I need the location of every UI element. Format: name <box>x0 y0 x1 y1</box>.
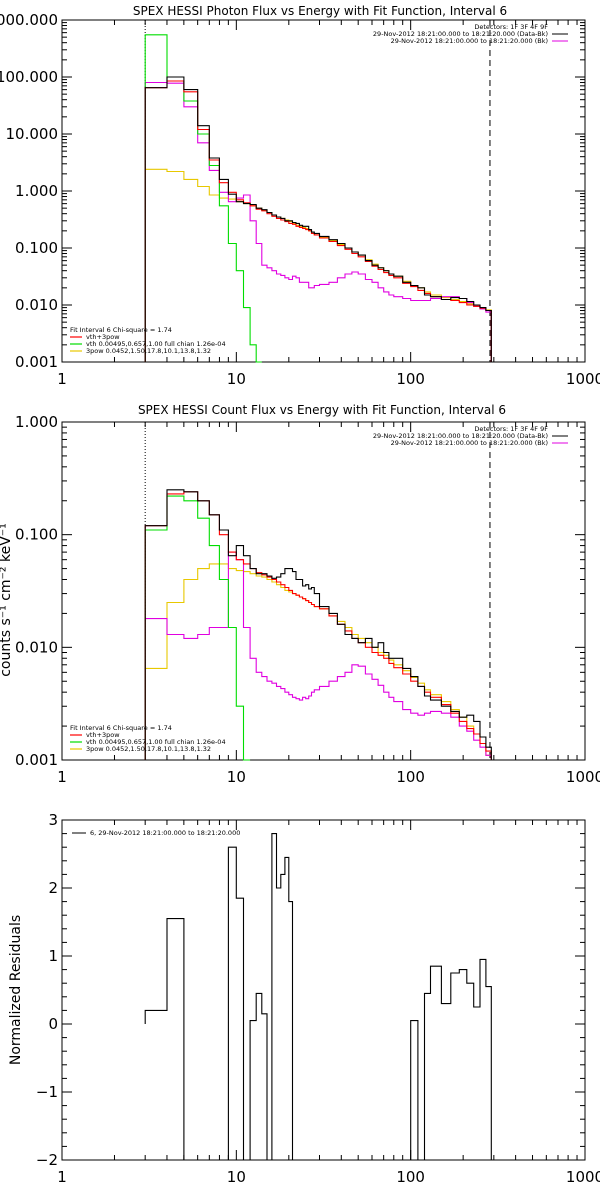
yellow-series-line <box>144 168 492 362</box>
plot-frame <box>61 819 586 1161</box>
plot-frame <box>61 19 586 363</box>
x-tick-label: 10 <box>227 768 246 786</box>
x-tick-label: 1000 <box>566 768 600 786</box>
legend-right-text: Detectors: 1F 3F 4F 9F <box>474 23 548 31</box>
count-flux-title: SPEX HESSI Count Flux vs Energy with Fit… <box>138 403 506 417</box>
red-series-line <box>144 491 492 760</box>
y-tick-label: 1.000 <box>15 182 58 200</box>
fit-legend-item: 3pow 0.0452,1.50,17.8,10.1,13.8,1.32 <box>86 347 211 355</box>
fit-legend-item: vth 0.00495,0.657,1.00 full chian 1.26e-… <box>86 340 226 348</box>
green-series-line <box>144 495 251 761</box>
legend-right-text: 29-Nov-2012 18:21:00.000 to 18:21:20.000… <box>373 30 548 38</box>
fit-legend-header: Fit Interval 6 Chi-square = 1.74 <box>70 326 172 334</box>
x-tick-label: 1000 <box>566 370 600 388</box>
photon-flux-plot-area: 1 10 100 1000 1000.000 100.000 10.000 1.000 0.10… <box>0 11 600 388</box>
x-tick-label: 1000 <box>566 1168 600 1186</box>
residuals-panel: Normalized Residuals 1 10 100 10003210−1−26… <box>8 811 600 1186</box>
x-tick-label: 1 <box>57 768 67 786</box>
y-tick-label: 0.010 <box>15 638 58 656</box>
black-series-line <box>144 76 492 362</box>
green-series-line <box>144 34 262 363</box>
magenta-series-line <box>144 551 492 760</box>
y-tick-label: 1000.000 <box>0 11 58 29</box>
y-tick-label: −2 <box>36 1151 58 1169</box>
y-tick-label: 0.100 <box>15 239 58 257</box>
legend-right-text: 29-Nov-2012 18:21:00.000 to 18:21:20.000… <box>373 432 548 440</box>
legend-right-text: 29-Nov-2012 18:21:00.000 to 18:21:20.000… <box>391 37 548 45</box>
black-series-line <box>144 833 492 1161</box>
y-tick-label: 0.001 <box>15 353 58 371</box>
residual-legend-text: 6, 29-Nov-2012 18:21:00.000 to 18:21:20.… <box>90 829 240 837</box>
y-tick-label: 1 <box>48 947 58 965</box>
legend-right-text: 29-Nov-2012 18:21:00.000 to 18:21:20.000… <box>391 439 548 447</box>
y-tick-label: 2 <box>48 879 58 897</box>
fit-legend-item: 3pow 0.0452,1.50,17.8,10.1,13.8,1.32 <box>86 745 211 753</box>
magenta-series-line <box>144 81 492 362</box>
count-flux-ylabel: counts s⁻¹ cm⁻² keV⁻¹ <box>0 523 14 677</box>
fit-legend-item: vth 0.00495,0.657,1.00 full chian 1.26e-… <box>86 738 226 746</box>
legend-right-text: Detectors: 1F 3F 4F 9F <box>474 425 548 433</box>
y-tick-label: −1 <box>36 1083 58 1101</box>
y-tick-label: 3 <box>48 811 58 829</box>
y-tick-label: 0.010 <box>15 296 58 314</box>
x-tick-label: 1 <box>57 1168 67 1186</box>
y-tick-label: 10.000 <box>6 125 59 143</box>
fit-legend-header: Fit Interval 6 Chi-square = 1.74 <box>70 724 172 732</box>
x-tick-label: 100 <box>396 1168 425 1186</box>
x-tick-label: 10 <box>227 370 246 388</box>
count-flux-plot-area: 1 10 100 1000 1.000 0.100 0.010 0.001 Detectors:… <box>15 413 600 786</box>
photon-flux-panel: SPEX HESSI Photon Flux vs Energy with Fi… <box>0 4 600 388</box>
y-tick-label: 0.001 <box>15 751 58 769</box>
photon-flux-title: SPEX HESSI Photon Flux vs Energy with Fi… <box>133 4 507 18</box>
black-series-line <box>144 489 492 760</box>
x-tick-label: 10 <box>227 1168 246 1186</box>
y-tick-label: 0 <box>48 1015 58 1033</box>
y-tick-label: 100.000 <box>0 68 58 86</box>
fit-legend-item: vth+3pow <box>86 333 120 341</box>
y-tick-label: 0.100 <box>15 526 58 544</box>
residuals-ylabel: Normalized Residuals <box>8 915 24 1065</box>
red-series-line <box>144 80 492 362</box>
y-tick-label: 1.000 <box>15 413 58 431</box>
count-flux-panel: SPEX HESSI Count Flux vs Energy with Fit… <box>0 403 600 786</box>
plot-frame <box>61 421 586 761</box>
x-tick-label: 100 <box>396 768 425 786</box>
x-tick-label: 100 <box>396 370 425 388</box>
x-tick-label: 1 <box>57 370 67 388</box>
fit-legend-item: vth+3pow <box>86 731 120 739</box>
